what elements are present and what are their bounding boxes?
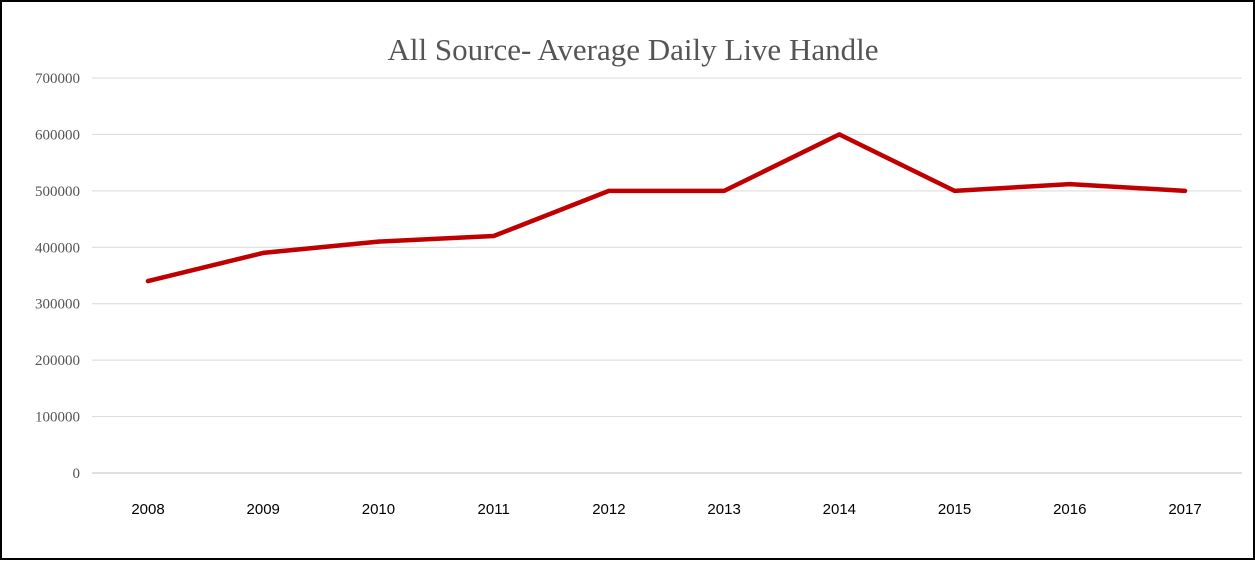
data-point [1067, 182, 1072, 187]
y-tick-label: 100000 [35, 410, 80, 426]
x-tick-label: 2008 [131, 501, 164, 518]
x-tick-label: 2016 [1053, 501, 1086, 518]
x-tick-label: 2010 [362, 501, 395, 518]
x-tick-label: 2014 [823, 501, 856, 518]
y-axis-ticks: 0 100000 200000 300000 400000 500000 600000 700… [35, 71, 80, 482]
y-tick-label: 700000 [35, 71, 80, 87]
x-tick-label: 2011 [478, 501, 510, 518]
x-tick-label: 2009 [247, 501, 280, 518]
x-tick-label: 2012 [592, 501, 625, 518]
data-point [837, 132, 842, 137]
data-point [1183, 188, 1187, 193]
data-point [722, 188, 727, 193]
data-point [376, 239, 381, 244]
data-point [491, 234, 496, 238]
data-point [146, 279, 150, 284]
y-tick-label: 0 [73, 466, 81, 482]
series-line [145, 132, 1188, 284]
x-tick-label: 2017 [1168, 501, 1201, 518]
x-tick-label: 2015 [938, 501, 971, 518]
series-layer [145, 132, 1188, 284]
y-tick-label: 200000 [35, 353, 80, 369]
data-point [952, 188, 957, 193]
y-tick-label: 500000 [35, 184, 80, 200]
data-point [261, 250, 266, 255]
y-tick-label: 300000 [35, 297, 80, 313]
x-tick-label: 2013 [707, 501, 740, 518]
data-point [606, 188, 611, 193]
chart-title: All Source- Average Daily Live Handle [388, 32, 879, 67]
x-axis-ticks: 2008 2009 2010 2011 2012 2013 2014 2015 2016 2017 [131, 501, 1201, 518]
y-tick-label: 600000 [35, 127, 80, 143]
y-tick-label: 400000 [35, 240, 80, 256]
gridlines [92, 77, 1242, 474]
